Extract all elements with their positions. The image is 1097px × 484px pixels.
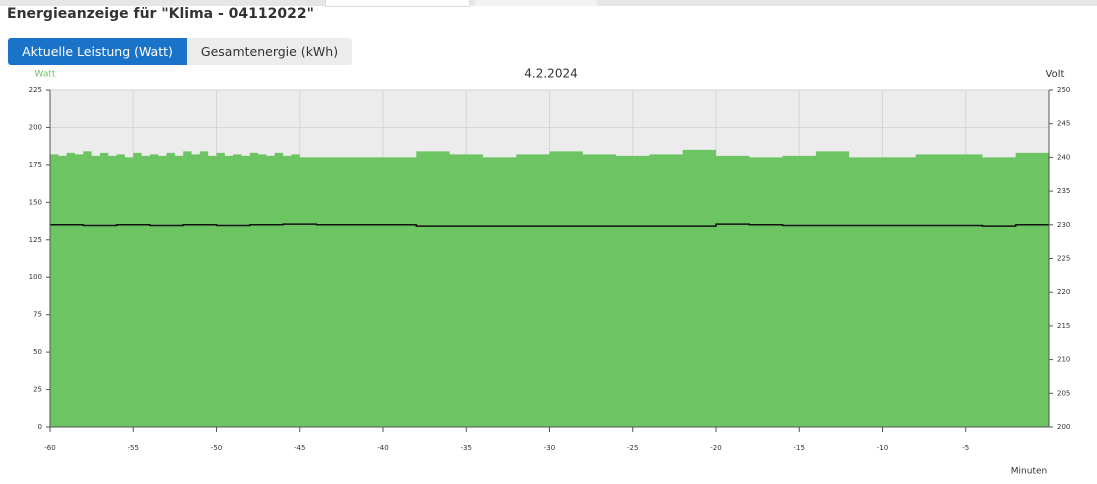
x-tick-label: -20 <box>710 444 721 452</box>
y2-tick-label: 245 <box>1057 120 1070 128</box>
y-tick-label: 125 <box>29 236 42 244</box>
y-tick-label: 175 <box>29 161 42 169</box>
y-tick-label: 150 <box>29 198 42 206</box>
tab-active[interactable]: Aktuelle Leistung (Watt) <box>8 38 187 65</box>
power-area <box>50 149 1049 427</box>
y-tick-label: 50 <box>33 348 42 356</box>
x-tick-label: -55 <box>128 444 139 452</box>
x-tick-label: -30 <box>544 444 555 452</box>
x-tick-label: -40 <box>377 444 388 452</box>
y-tick-label: 25 <box>33 386 42 394</box>
y2-tick-label: 225 <box>1057 255 1070 263</box>
y2-tick-label: 250 <box>1057 86 1070 94</box>
x-tick-label: -15 <box>794 444 805 452</box>
y-axis-label: Watt <box>35 70 56 80</box>
voltage-line <box>50 223 1049 227</box>
x-tick-label: -25 <box>627 444 638 452</box>
y2-axis-label: Volt <box>1046 69 1065 80</box>
x-tick-label: -60 <box>44 444 55 452</box>
tab <box>325 0 470 7</box>
y-tick-label: 225 <box>29 86 42 94</box>
x-tick-label: -50 <box>211 444 222 452</box>
page-title: Energieanzeige für "Klima - 04112022" <box>7 6 314 22</box>
x-tick-label: -35 <box>461 444 472 452</box>
y2-tick-label: 235 <box>1057 187 1070 195</box>
tab[interactable]: Gesamtenergie (kWh) <box>187 38 352 65</box>
y2-tick-label: 200 <box>1057 423 1070 431</box>
y-tick-label: 200 <box>29 123 42 131</box>
x-tick-label: -45 <box>294 444 305 452</box>
y2-tick-label: 205 <box>1057 389 1070 397</box>
y2-tick-label: 210 <box>1057 356 1070 364</box>
x-tick-label: -10 <box>877 444 888 452</box>
y-tick-label: 75 <box>33 311 42 319</box>
browser-tabs <box>0 0 1097 7</box>
tab <box>475 0 597 6</box>
y2-tick-label: 215 <box>1057 322 1070 330</box>
y-tick-label: 100 <box>29 273 42 281</box>
y2-tick-label: 230 <box>1057 221 1070 229</box>
y-tick-label: 0 <box>38 423 42 431</box>
y2-tick-label: 220 <box>1057 288 1070 296</box>
y2-tick-label: 240 <box>1057 153 1070 161</box>
x-axis-label: Minuten <box>1011 467 1047 477</box>
chart-subtitle: 4.2.2024 <box>524 67 577 81</box>
x-tick-label: -5 <box>962 444 969 452</box>
